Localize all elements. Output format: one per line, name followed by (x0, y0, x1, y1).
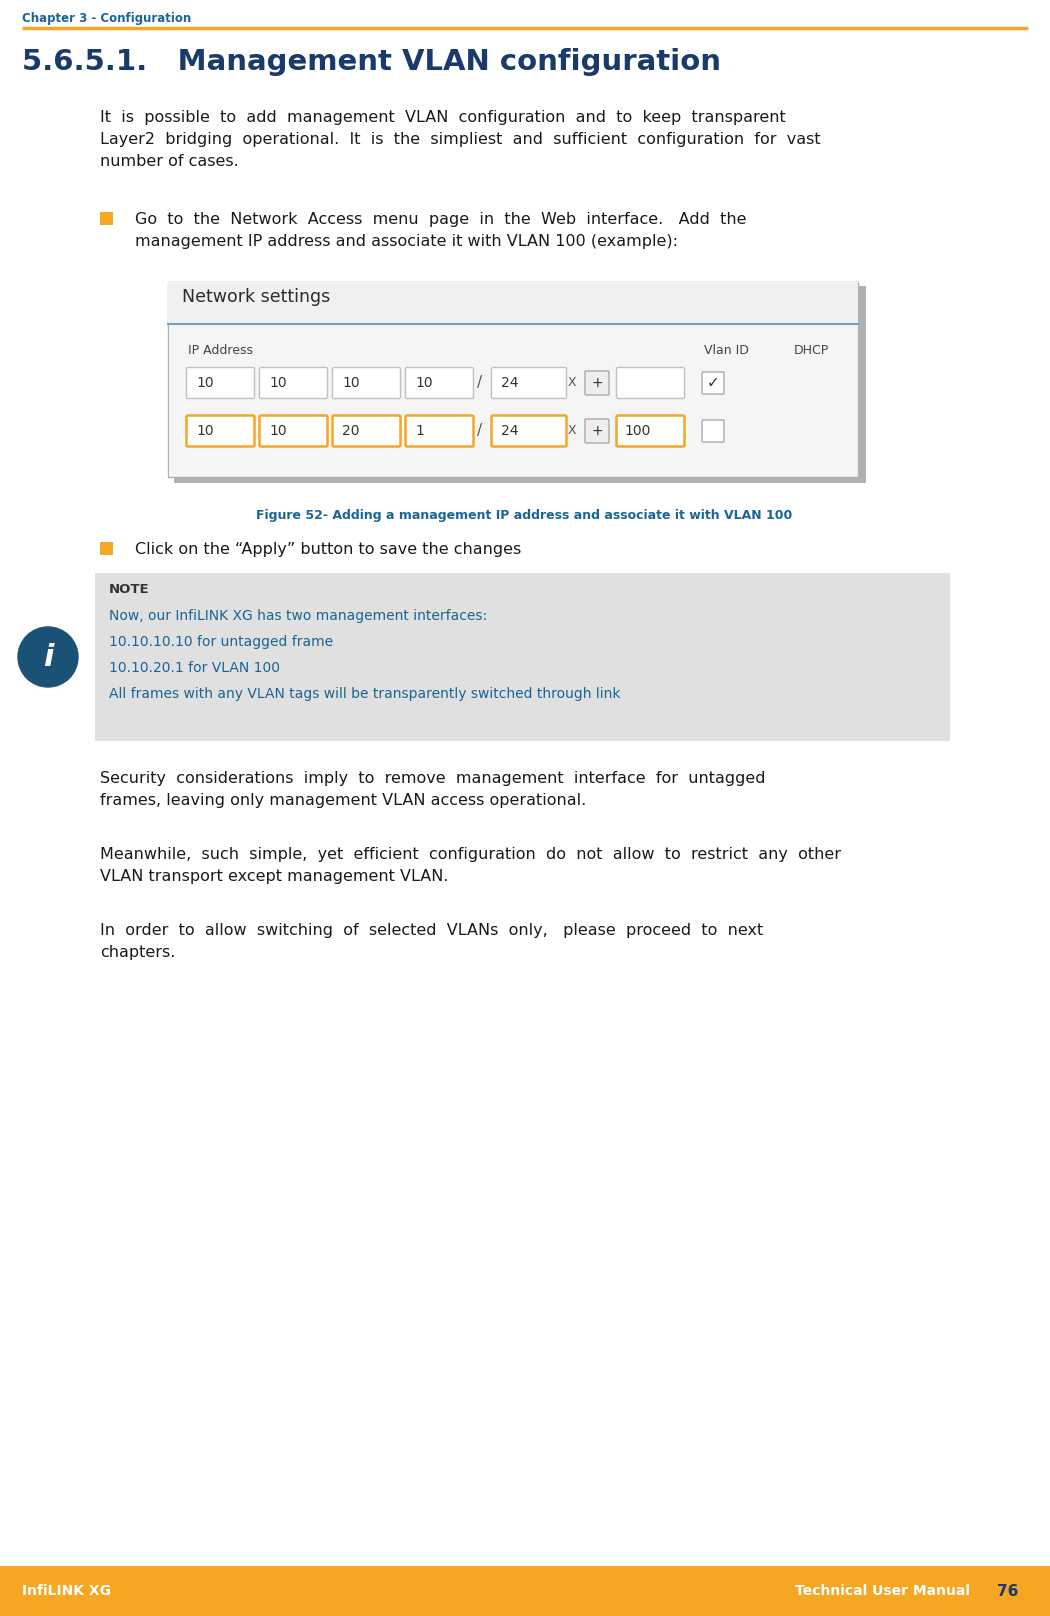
Text: Go  to  the  Network  Access  menu  page  in  the  Web  interface.   Add  the: Go to the Network Access menu page in th… (135, 212, 747, 226)
FancyBboxPatch shape (702, 372, 724, 394)
Text: 10.10.20.1 for VLAN 100: 10.10.20.1 for VLAN 100 (109, 661, 280, 675)
Text: Technical User Manual: Technical User Manual (795, 1584, 970, 1598)
FancyBboxPatch shape (616, 415, 685, 446)
Text: NOTE: NOTE (109, 583, 149, 596)
FancyBboxPatch shape (585, 372, 609, 394)
Text: chapters.: chapters. (100, 945, 175, 960)
FancyBboxPatch shape (333, 367, 400, 399)
FancyBboxPatch shape (405, 415, 474, 446)
Text: Click on the “Apply” button to save the changes: Click on the “Apply” button to save the … (135, 541, 521, 558)
Text: VLAN transport except management VLAN.: VLAN transport except management VLAN. (100, 869, 448, 884)
Text: number of cases.: number of cases. (100, 154, 238, 170)
Text: DHCP: DHCP (794, 344, 830, 357)
Text: 20: 20 (342, 423, 359, 438)
Text: Meanwhile,  such  simple,  yet  efficient  configuration  do  not  allow  to  re: Meanwhile, such simple, yet efficient co… (100, 847, 841, 861)
Text: 24: 24 (501, 423, 519, 438)
Text: 24: 24 (501, 377, 519, 389)
Text: 100: 100 (624, 423, 650, 438)
FancyBboxPatch shape (168, 283, 858, 477)
Bar (94, 574, 950, 742)
Text: i: i (43, 643, 54, 672)
Text: 10: 10 (269, 377, 287, 389)
Bar (0, 1566, 1050, 1616)
Text: 5.6.5.1.   Management VLAN configuration: 5.6.5.1. Management VLAN configuration (22, 48, 721, 76)
Text: 10.10.10.10 for untagged frame: 10.10.10.10 for untagged frame (109, 635, 333, 650)
Text: Chapter 3 - Configuration: Chapter 3 - Configuration (22, 11, 191, 24)
Text: 10: 10 (415, 377, 433, 389)
Text: Network settings: Network settings (182, 288, 331, 305)
Text: 10: 10 (342, 377, 359, 389)
Text: All frames with any VLAN tags will be transparently switched through link: All frames with any VLAN tags will be tr… (109, 687, 621, 701)
FancyBboxPatch shape (187, 367, 254, 399)
FancyBboxPatch shape (187, 415, 254, 446)
Text: IP Address: IP Address (188, 344, 253, 357)
Bar (169, 325, 857, 477)
Text: Vlan ID: Vlan ID (704, 344, 749, 357)
Text: 1: 1 (415, 423, 424, 438)
FancyBboxPatch shape (405, 367, 474, 399)
Circle shape (18, 627, 78, 687)
FancyBboxPatch shape (333, 415, 400, 446)
FancyBboxPatch shape (259, 415, 328, 446)
FancyBboxPatch shape (259, 367, 328, 399)
Text: 76: 76 (998, 1584, 1018, 1598)
Text: X: X (568, 377, 576, 389)
FancyBboxPatch shape (616, 367, 685, 399)
Text: /: / (478, 423, 483, 438)
Text: Security  considerations  imply  to  remove  management  interface  for  untagge: Security considerations imply to remove … (100, 771, 765, 785)
Text: ✓: ✓ (707, 375, 719, 391)
Text: /: / (478, 375, 483, 391)
FancyBboxPatch shape (491, 415, 567, 446)
FancyBboxPatch shape (702, 420, 724, 443)
FancyBboxPatch shape (491, 367, 567, 399)
FancyBboxPatch shape (174, 286, 866, 483)
Text: Figure 52- Adding a management IP address and associate it with VLAN 100: Figure 52- Adding a management IP addres… (256, 509, 792, 522)
Text: management IP address and associate it with VLAN 100 (example):: management IP address and associate it w… (135, 234, 678, 249)
Text: +: + (591, 377, 603, 389)
Text: X: X (568, 425, 576, 438)
Text: In  order  to  allow  switching  of  selected  VLANs  only,   please  proceed  t: In order to allow switching of selected … (100, 923, 763, 937)
Text: 10: 10 (196, 377, 213, 389)
Text: frames, leaving only management VLAN access operational.: frames, leaving only management VLAN acc… (100, 793, 586, 808)
Text: Now, our InfiLINK XG has two management interfaces:: Now, our InfiLINK XG has two management … (109, 609, 487, 624)
Text: It  is  possible  to  add  management  VLAN  configuration  and  to  keep  trans: It is possible to add management VLAN co… (100, 110, 785, 124)
Text: 10: 10 (269, 423, 287, 438)
Text: InfiLINK XG: InfiLINK XG (22, 1584, 111, 1598)
Text: +: + (591, 423, 603, 438)
FancyBboxPatch shape (585, 419, 609, 443)
Text: Layer2  bridging  operational.  It  is  the  simpliest  and  sufficient  configu: Layer2 bridging operational. It is the s… (100, 133, 821, 147)
Bar (100, 212, 113, 225)
Text: 10: 10 (196, 423, 213, 438)
Bar (100, 541, 113, 554)
Bar (168, 283, 858, 323)
